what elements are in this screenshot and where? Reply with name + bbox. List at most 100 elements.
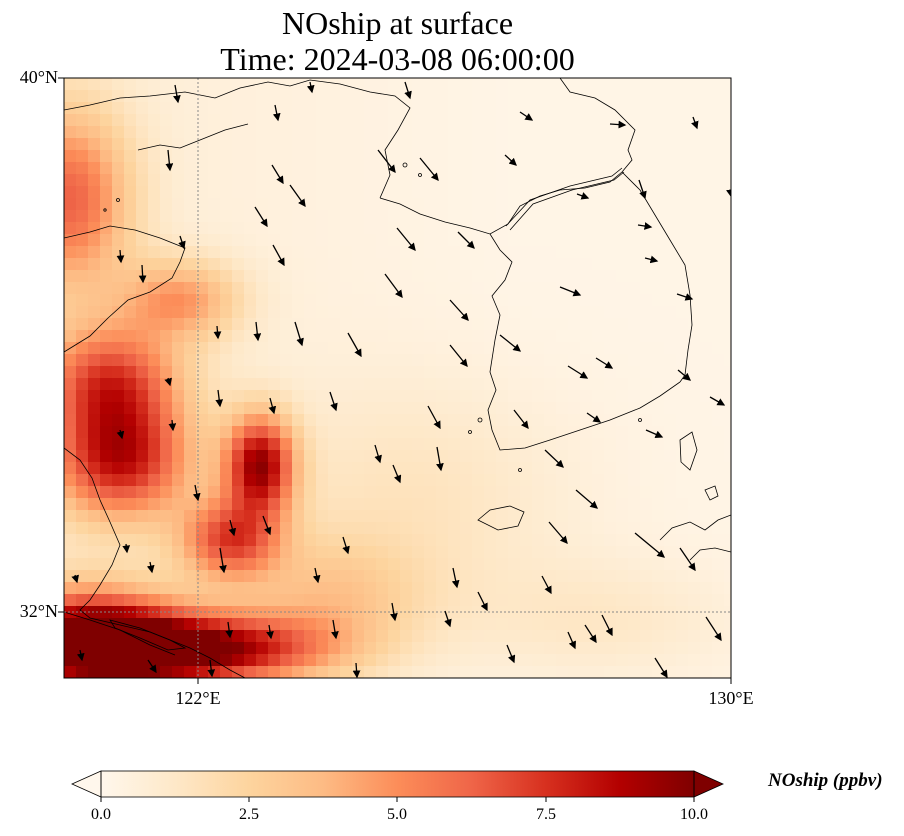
wind-arrow (213, 325, 222, 340)
gridlines (64, 78, 731, 678)
wind-arrow (192, 484, 201, 502)
wind-arrow (679, 547, 696, 572)
wind-arrow (390, 602, 398, 622)
wind-arrow (164, 377, 172, 387)
wind-arrow (705, 616, 722, 642)
wind-arrow (254, 206, 268, 228)
wind-arrow (215, 389, 224, 408)
wind-arrow (306, 81, 315, 94)
axis-ticks (58, 77, 732, 684)
wind-arrow (262, 515, 272, 536)
wind-arrow (147, 659, 157, 674)
wind-arrow (122, 543, 131, 554)
wind-arrow (207, 659, 216, 678)
wind-arrow (347, 332, 362, 358)
lat-label-32n: 32°N (19, 601, 58, 621)
wind-arrow (609, 120, 627, 129)
colorbar-tick: 7.5 (536, 806, 556, 823)
wind-arrow (253, 321, 262, 342)
colorbar-tick: 10.0 (680, 806, 708, 823)
wind-arrow (436, 446, 444, 472)
wind-arrow (268, 397, 277, 415)
chart-title: NOship at surface (281, 5, 514, 41)
wind-arrow (377, 149, 396, 174)
wind-arrow (499, 334, 522, 352)
wind-arrow (427, 405, 441, 430)
wind-arrow (266, 624, 274, 640)
wind-arrow (312, 567, 321, 584)
wind-arrow (146, 561, 155, 574)
wind-arrow (165, 149, 174, 172)
wind-arrow (219, 547, 227, 574)
wind-arrow (272, 244, 285, 267)
wind-arrow (559, 286, 582, 297)
wind-arrow (289, 184, 306, 208)
wind-arrow (676, 293, 694, 301)
wind-arrow (352, 662, 361, 678)
wind-arrow (444, 610, 452, 628)
wind-arrow (116, 429, 125, 440)
coastlines (64, 78, 731, 678)
wind-arrow (576, 192, 590, 200)
wind-arrow (595, 357, 614, 369)
wind-arrow (71, 574, 79, 584)
wind-arrow (506, 644, 516, 664)
wind-arrow (637, 222, 653, 230)
wind-arrow (138, 264, 147, 284)
lon-label-122e: 122°E (175, 688, 221, 708)
colorbar-label: NOship (ppbv) (768, 770, 883, 791)
wind-arrow (541, 575, 552, 595)
colorbar-tick: 2.5 (239, 806, 259, 823)
wind-arrow (654, 657, 668, 678)
wind-arrow (76, 649, 85, 662)
wind-arrow (575, 489, 598, 509)
chart-subtitle-time: Time: 2024-03-08 06:00:00 (220, 41, 575, 77)
wind-arrow (457, 231, 475, 249)
wind-arrow (331, 619, 339, 640)
colorbar-tick: 0.0 (91, 806, 111, 823)
wind-arrow (519, 111, 534, 121)
colorbar (71, 770, 724, 802)
wind-arrow (513, 409, 529, 430)
wind-arrow (449, 344, 468, 368)
wind-arrow (178, 235, 186, 250)
wind-arrow (116, 249, 125, 264)
wind-arrow (645, 429, 664, 438)
wind-arrow (225, 621, 234, 639)
wind-arrow (396, 227, 416, 252)
wind-arrow (449, 299, 469, 321)
wind-arrow (601, 614, 613, 637)
map-frame (63, 77, 732, 679)
wind-arrow (451, 567, 460, 589)
wind-arrow (548, 521, 568, 544)
wind-arrow (342, 536, 350, 555)
wind-vectors (71, 81, 731, 678)
wind-arrow (638, 179, 647, 200)
wind-arrow (271, 164, 284, 185)
wind-arrow (677, 369, 691, 381)
wind-arrow (691, 116, 699, 130)
wind-arrow (168, 419, 177, 432)
wind-arrow (294, 321, 304, 347)
wind-arrow (709, 396, 726, 406)
wind-arrow (634, 532, 666, 558)
wind-arrow (374, 444, 382, 464)
colorbar-tick: 5.0 (387, 806, 407, 823)
wind-arrow (544, 449, 564, 468)
wind-arrow (419, 157, 439, 182)
wind-arrow (173, 84, 181, 104)
lon-label-130e: 130°E (708, 688, 754, 708)
wind-arrow (567, 631, 576, 650)
wind-arrow (228, 519, 237, 537)
wind-arrow (384, 273, 403, 299)
wind-arrow (272, 104, 281, 122)
wind-arrow (392, 464, 402, 484)
lat-label-40n: 40°N (19, 67, 58, 87)
noship-concentration-field (64, 78, 731, 678)
wind-arrow (644, 255, 659, 264)
wind-arrow (586, 412, 602, 423)
wind-arrow (504, 154, 517, 166)
wind-arrow (584, 624, 597, 644)
wind-arrow (477, 591, 488, 612)
